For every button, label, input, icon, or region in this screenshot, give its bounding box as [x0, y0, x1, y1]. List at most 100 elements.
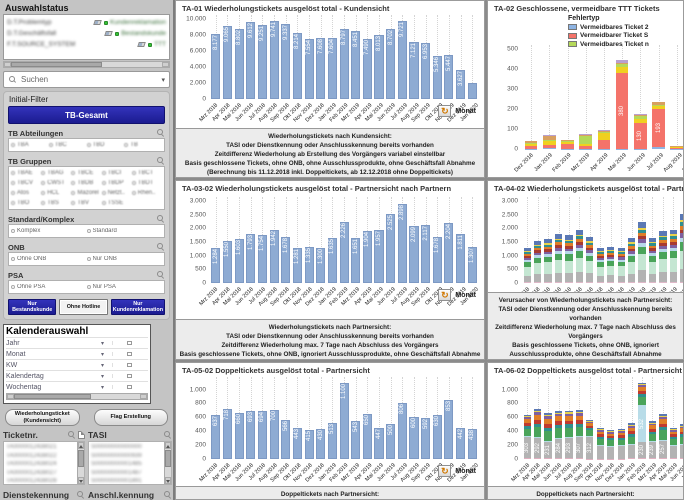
kalender-row-wochentag[interactable]: Wochentag ▾	[6, 381, 148, 392]
segment-partner-hellblau[interactable]	[565, 436, 573, 438]
bar-jan-2019[interactable]: 513	[327, 423, 337, 459]
segment-partner-rosa[interactable]	[648, 282, 657, 283]
segment-partner-grau[interactable]	[627, 273, 636, 283]
bar-feb-2019[interactable]: 2.226	[339, 222, 349, 283]
segment-partner-rosa[interactable]	[565, 458, 573, 459]
search-icon[interactable]	[156, 129, 165, 138]
segment-partner-tuerkis[interactable]	[627, 434, 636, 437]
stacked-bar-dez-2018[interactable]	[617, 247, 625, 283]
bar-mai-2018[interactable]: 8.802	[234, 28, 244, 99]
segment-partner-rosa[interactable]	[596, 282, 604, 283]
list-item[interactable]: TBAG	[41, 170, 71, 176]
segment-partner-gruen[interactable]	[544, 431, 552, 442]
segment-partner-orange[interactable]	[617, 432, 625, 436]
checkbox-icon[interactable]	[127, 373, 132, 379]
filter-button-ohne-hotline[interactable]: Ohne Hotline	[59, 299, 108, 315]
list-item[interactable]: Ohne ONB	[11, 256, 87, 262]
segment-partner-orange[interactable]	[638, 232, 646, 237]
bar-sep-2019[interactable]: 592	[421, 417, 431, 459]
segment-partner-orange[interactable]	[607, 252, 615, 255]
segment-partner-violett[interactable]	[659, 416, 667, 420]
stacked-bar-mai-2018[interactable]: 231	[544, 413, 552, 459]
segment-partner-hellblau[interactable]	[596, 259, 604, 263]
segment-partner-orange[interactable]	[554, 416, 563, 421]
segment-partner-grau[interactable]	[575, 271, 584, 282]
segment-partner-gelb[interactable]	[607, 249, 615, 252]
stacked-bar-apr-2018[interactable]: 292	[534, 409, 542, 459]
list-item[interactable]: CWST	[41, 180, 71, 186]
segment-partner-tuerkis[interactable]	[680, 434, 683, 437]
segment-partner-gruen[interactable]	[638, 246, 646, 255]
scroll-left-icon[interactable]	[4, 62, 11, 67]
segment-partner-mint[interactable]	[627, 262, 636, 274]
segment-vermeidbar-rot[interactable]: 380	[615, 72, 629, 149]
kalender-row-kalendertag[interactable]: Kalendertag ▾	[6, 370, 148, 381]
segment-partner-grau[interactable]	[669, 271, 677, 282]
segment-partner-gruen[interactable]	[544, 256, 552, 263]
segment-partner-blau[interactable]	[617, 247, 625, 251]
bar-sep-2018[interactable]: 9.337	[281, 24, 291, 99]
segment-partner-gelb[interactable]	[565, 239, 573, 241]
segment-partner-blau[interactable]	[607, 246, 615, 250]
segment-partner-gelb[interactable]	[680, 220, 683, 223]
segment-partner-orange[interactable]	[669, 238, 677, 242]
list-item[interactable]: S00000000000000	[91, 444, 142, 451]
bar-aug-2019[interactable]: 7.121	[409, 42, 419, 99]
segment-partner-dunkelrot[interactable]	[680, 229, 683, 234]
segment-partner-rosa[interactable]	[544, 282, 552, 283]
segment-partner-rosa[interactable]	[638, 458, 646, 459]
segment-partner-blau[interactable]	[596, 248, 604, 252]
segment-partner-gelb[interactable]	[544, 243, 552, 245]
segment-partner-gruen[interactable]	[617, 439, 625, 446]
stacked-bar-mrz-2018[interactable]	[523, 248, 531, 283]
segment-partner-blau[interactable]	[680, 424, 683, 426]
segment-partner-grau[interactable]	[565, 272, 573, 283]
segment-partner-blau[interactable]	[627, 238, 636, 243]
segment-partner-gruen[interactable]	[534, 427, 542, 437]
segment-partner-tuerkis[interactable]	[544, 244, 552, 247]
segment-partner-mint[interactable]	[544, 262, 552, 274]
segment-partner-dunkelrot[interactable]	[659, 243, 667, 246]
segment-partner-mint[interactable]	[554, 260, 563, 273]
segment-partner-violett[interactable]	[534, 252, 542, 256]
legend-entry[interactable]: Vermeidbares Ticket 2	[568, 23, 683, 32]
segment-partner-tuerkis[interactable]	[554, 240, 563, 243]
segment-partner-hellblau[interactable]	[617, 445, 625, 446]
segment-partner-violett[interactable]	[680, 426, 683, 429]
segment-partner-violett[interactable]	[659, 245, 667, 249]
search-icon[interactable]	[76, 491, 85, 500]
bar-apr-2018[interactable]: 9.065	[222, 26, 233, 99]
segment-vermeidbar-braun[interactable]	[561, 139, 574, 142]
segment-partner-rosa[interactable]	[659, 281, 667, 283]
segment-partner-orange[interactable]	[534, 247, 542, 251]
search-icon[interactable]	[163, 491, 172, 500]
segment-partner-hellblau[interactable]	[648, 441, 657, 442]
segment-partner-gelb[interactable]	[648, 242, 657, 244]
segment-partner-rosa[interactable]	[554, 458, 563, 459]
cycle-icon[interactable]: ↻	[438, 289, 452, 301]
segment-partner-rosa[interactable]	[565, 282, 573, 283]
segment-partner-rot[interactable]	[565, 420, 573, 425]
list-item[interactable]: Ohne PSA	[11, 284, 87, 290]
segment-partner-orange[interactable]	[607, 433, 615, 437]
export-icon[interactable]	[78, 431, 85, 439]
segment-vermeidbar-braun[interactable]	[633, 115, 647, 117]
segment-vermeidbar-violett[interactable]	[633, 113, 647, 116]
segment-partner-orange[interactable]	[659, 419, 667, 424]
list-item[interactable]: TBAE	[11, 170, 41, 176]
list-item[interactable]: TBCI	[101, 170, 132, 176]
segment-partner-grau[interactable]	[627, 444, 636, 459]
segment-partner-gruen[interactable]	[659, 251, 667, 259]
stacked-bar-dez-2018[interactable]	[524, 141, 538, 149]
segment-partner-blau[interactable]	[544, 413, 552, 415]
segment-partner-grau[interactable]: 257	[659, 440, 667, 459]
segment-partner-rosa[interactable]	[638, 281, 646, 283]
bar-jan-2020[interactable]: 438	[467, 428, 477, 459]
segment-partner-tuerkis[interactable]	[575, 423, 584, 427]
segment-partner-rosa[interactable]	[627, 458, 636, 459]
action-button-flag-erstellung[interactable]: Flag Erstellung	[93, 409, 168, 426]
segment-partner-gruen[interactable]	[575, 426, 584, 436]
segment-partner-tuerkis[interactable]	[586, 428, 594, 431]
segment-partner-tuerkis[interactable]	[523, 252, 531, 254]
segment-vermeidbar-gruen[interactable]	[633, 116, 647, 120]
